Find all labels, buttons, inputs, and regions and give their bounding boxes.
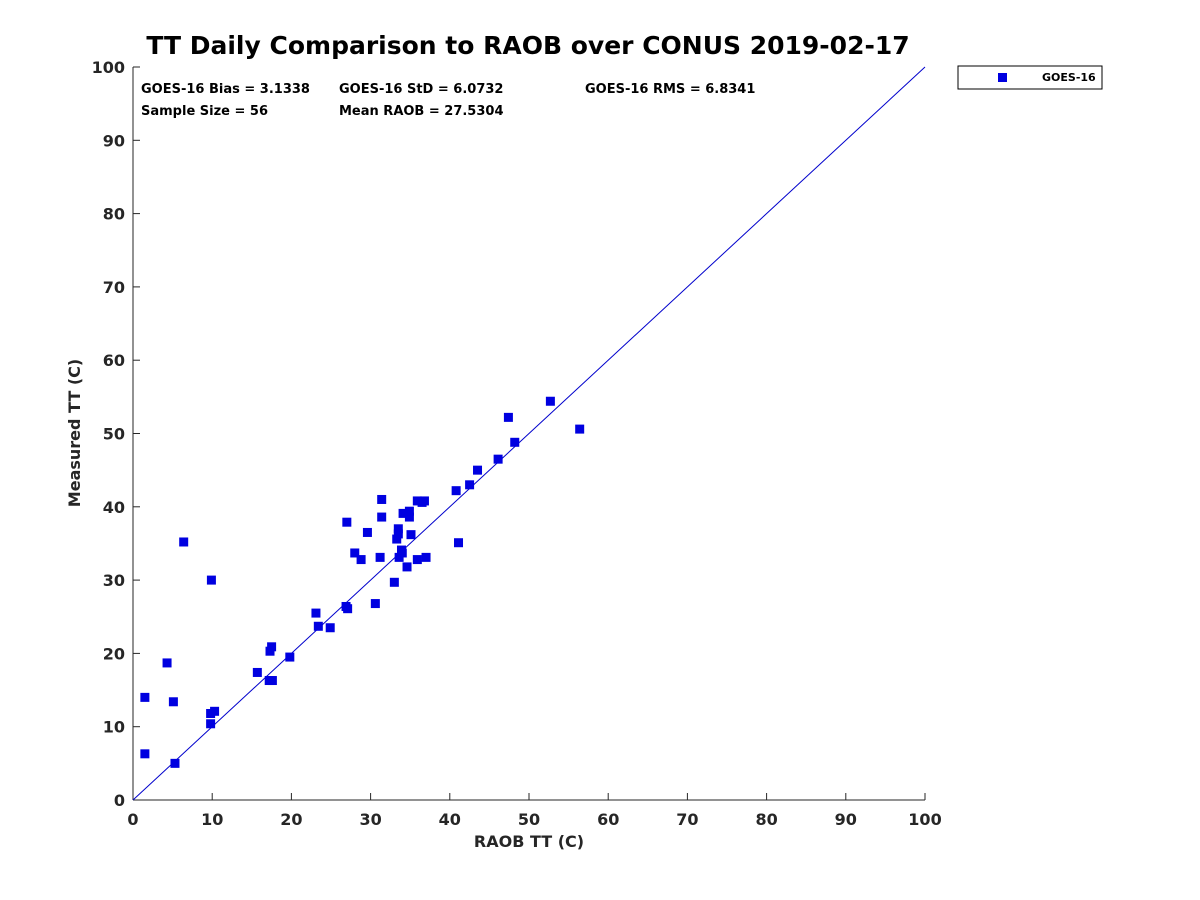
y-tick-label: 80	[103, 205, 125, 224]
data-point	[421, 552, 431, 562]
y-tick-label: 60	[103, 351, 125, 370]
data-point	[389, 577, 399, 587]
y-tick-label: 20	[103, 644, 125, 663]
data-point	[545, 396, 555, 406]
data-point	[313, 621, 323, 631]
data-point	[493, 454, 503, 464]
x-tick-label: 50	[518, 810, 540, 829]
data-point	[412, 555, 422, 565]
stats-box: GOES-16 Bias = 3.1338 GOES-16 StD = 6.07…	[141, 82, 755, 119]
data-point	[370, 599, 380, 609]
plot-area: 0 10 20 30 40 50 60 70 80 90 100 0 10 20 30 40 50 60 70 80 9…	[92, 58, 942, 829]
x-tick-label: 0	[127, 810, 138, 829]
legend-marker-goes16	[998, 73, 1007, 82]
data-point	[325, 623, 335, 633]
data-point	[398, 508, 408, 518]
y-tick-label: 90	[103, 131, 125, 150]
x-tick-label: 100	[908, 810, 941, 829]
data-point	[454, 538, 464, 548]
data-point	[285, 652, 295, 662]
data-point	[473, 465, 483, 475]
data-point	[267, 642, 277, 652]
data-point	[267, 676, 277, 686]
data-point	[342, 517, 352, 527]
x-tick-label: 70	[676, 810, 698, 829]
x-tick-label: 20	[280, 810, 302, 829]
stat-std: GOES-16 StD = 6.0732	[339, 82, 503, 97]
data-point	[397, 548, 407, 558]
data-point	[412, 496, 422, 506]
legend-box	[957, 65, 1103, 90]
data-point	[206, 719, 216, 729]
data-point	[392, 534, 402, 544]
y-axis-label: Measured TT (C)	[65, 359, 84, 507]
data-point	[451, 486, 461, 496]
y-tick-label: 50	[103, 425, 125, 444]
y-tick-label: 70	[103, 278, 125, 297]
data-point	[406, 530, 416, 540]
stat-rms: GOES-16 RMS = 6.8341	[585, 82, 755, 97]
data-point	[404, 506, 414, 516]
x-axis-label: RAOB TT (C)	[474, 832, 584, 851]
x-tick-label: 40	[439, 810, 461, 829]
x-tick-label: 10	[201, 810, 223, 829]
legend-label-goes16: GOES-16	[1042, 71, 1096, 84]
x-tick-label: 80	[755, 810, 777, 829]
data-point	[575, 424, 585, 434]
x-tick-label: 30	[359, 810, 381, 829]
y-tick-label: 10	[103, 718, 125, 737]
data-point	[356, 555, 366, 565]
y-tick-label: 0	[114, 791, 125, 810]
y-tick-label: 40	[103, 498, 125, 517]
y-tick-label: 30	[103, 571, 125, 590]
data-point	[140, 749, 150, 759]
data-point	[179, 537, 189, 547]
data-point	[362, 527, 372, 537]
y-tick-label: 100	[92, 58, 125, 77]
x-tick-label: 60	[597, 810, 619, 829]
data-point	[210, 706, 220, 716]
data-point	[465, 480, 475, 490]
data-point	[311, 608, 321, 618]
stat-sample-size: Sample Size = 56	[141, 104, 268, 119]
data-point	[252, 667, 262, 677]
data-point	[350, 548, 360, 558]
data-point	[402, 562, 412, 572]
data-point	[375, 552, 385, 562]
data-point	[140, 692, 150, 702]
data-point	[503, 412, 513, 422]
one-to-one-line	[132, 66, 926, 801]
data-point	[343, 604, 353, 614]
data-point	[162, 658, 172, 668]
data-point	[510, 437, 520, 447]
data-point	[377, 494, 387, 504]
data-point	[393, 524, 403, 534]
x-tick-label: 90	[835, 810, 857, 829]
data-point	[168, 697, 178, 707]
data-point	[206, 575, 216, 585]
data-point	[170, 758, 180, 768]
chart-title: TT Daily Comparison to RAOB over CONUS 2…	[146, 31, 909, 60]
data-point	[404, 512, 414, 522]
data-point	[419, 496, 429, 506]
data-point	[377, 512, 387, 522]
stat-mean-raob: Mean RAOB = 27.5304	[339, 104, 504, 119]
legend: GOES-16	[957, 65, 1103, 90]
data-point	[393, 529, 403, 539]
stat-bias: GOES-16 Bias = 3.1338	[141, 82, 310, 97]
